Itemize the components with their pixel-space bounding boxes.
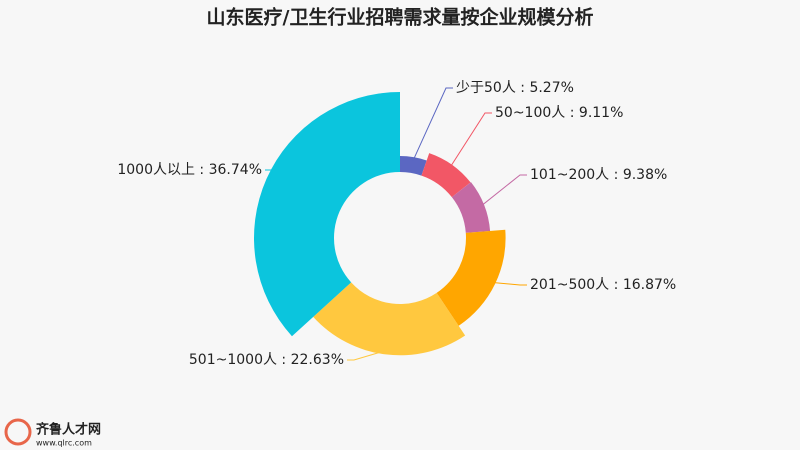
rose-sector [254, 92, 400, 337]
label-value: 5.27% [529, 80, 573, 96]
watermark-logo [4, 418, 32, 446]
data-label: 少于50人 : 5.27% [456, 80, 574, 96]
label-separator: : [609, 277, 623, 293]
rose-sector [400, 156, 427, 176]
rose-sector [421, 153, 471, 198]
label-value: 22.63% [291, 352, 344, 368]
leader-line [480, 174, 527, 207]
label-separator: : [565, 105, 579, 121]
label-category: 1000人以上 [117, 162, 195, 178]
label-value: 9.38% [623, 167, 667, 183]
label-value: 9.11% [579, 105, 623, 121]
data-label: 1000人以上 : 36.74% [117, 162, 262, 178]
label-separator: : [277, 352, 291, 368]
leader-line [265, 169, 273, 181]
label-category: 50~100人 [495, 105, 565, 121]
rose-sector [451, 182, 491, 233]
data-label: 201~500人 : 16.87% [530, 277, 676, 293]
label-category: 501~1000人 [189, 352, 277, 368]
watermark: 齐鲁人才网 www.qlrc.com [4, 418, 101, 448]
leader-line [412, 87, 453, 162]
leader-line [347, 349, 387, 361]
label-value: 16.87% [623, 277, 676, 293]
label-category: 201~500人 [530, 277, 609, 293]
watermark-url: www.qlrc.com [36, 439, 92, 448]
rose-sector [313, 282, 466, 356]
chart-title: 山东医疗/卫生行业招聘需求量按企业规模分析 [207, 6, 594, 29]
rose-sector [436, 229, 506, 326]
label-category: 少于50人 [456, 80, 516, 96]
leader-line [449, 112, 492, 169]
watermark-name: 齐鲁人才网 [36, 422, 101, 438]
label-value: 36.74% [209, 162, 262, 178]
leader-line [491, 281, 527, 286]
label-category: 101~200人 [530, 167, 609, 183]
data-label: 101~200人 : 9.38% [530, 167, 667, 183]
label-separator: : [609, 167, 623, 183]
data-label: 501~1000人 : 22.63% [189, 352, 344, 368]
label-separator: : [516, 80, 530, 96]
label-separator: : [195, 162, 209, 178]
data-label: 50~100人 : 9.11% [495, 105, 623, 121]
